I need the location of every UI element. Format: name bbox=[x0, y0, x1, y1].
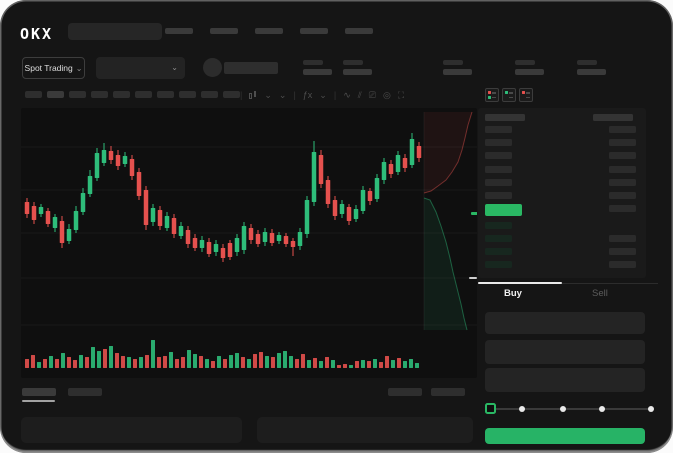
slider-step-dot[interactable] bbox=[519, 406, 525, 412]
timeframe-button-placeholder[interactable] bbox=[223, 91, 240, 98]
toolbar-divider: | bbox=[333, 90, 337, 100]
stat-value-placeholder bbox=[577, 69, 606, 75]
orderbook-header-amount bbox=[593, 114, 633, 121]
ask-amount-placeholder bbox=[609, 126, 636, 133]
pair-coin-icon bbox=[203, 58, 222, 77]
ask-price-placeholder bbox=[485, 139, 512, 146]
market-type-label: Spot Trading bbox=[24, 63, 73, 73]
orderbook-combined-icon[interactable] bbox=[485, 88, 499, 102]
slider-step-dot[interactable] bbox=[560, 406, 566, 412]
total-input[interactable] bbox=[485, 368, 645, 392]
price-input[interactable] bbox=[485, 312, 645, 334]
amount-input[interactable] bbox=[485, 340, 645, 364]
open-orders-panel-placeholder bbox=[21, 417, 242, 443]
nav-item-placeholder[interactable] bbox=[165, 28, 193, 34]
ruler-icon[interactable]: ⫽ bbox=[357, 90, 362, 100]
timeframe-button-placeholder[interactable] bbox=[47, 91, 64, 98]
orderbook-asks-icon[interactable] bbox=[519, 88, 533, 102]
orderbook-header-price bbox=[485, 114, 525, 121]
okx-logo: OKX bbox=[20, 25, 54, 43]
tab-buy[interactable]: Buy bbox=[504, 288, 522, 299]
ask-amount-placeholder bbox=[609, 179, 636, 186]
ask-price-placeholder bbox=[485, 166, 512, 173]
bid-amount-placeholder bbox=[609, 235, 636, 242]
bottom-tab-placeholder[interactable] bbox=[22, 388, 56, 396]
camera-icon[interactable]: ⎚ bbox=[368, 90, 376, 100]
stat-label-placeholder bbox=[303, 60, 323, 65]
bid-price-placeholder bbox=[485, 261, 512, 268]
stat-label-placeholder bbox=[443, 60, 463, 65]
order-history-panel-placeholder bbox=[257, 417, 473, 443]
bid-price-placeholder bbox=[485, 222, 512, 229]
pair-selector[interactable]: ⌄ bbox=[96, 57, 185, 79]
timeframe-button-placeholder[interactable] bbox=[113, 91, 130, 98]
ask-price-placeholder bbox=[485, 152, 512, 159]
last-price-badge[interactable] bbox=[485, 204, 522, 216]
settings-icon[interactable]: ◎ bbox=[382, 90, 391, 100]
stat-label-placeholder bbox=[515, 60, 535, 65]
stat-value-placeholder bbox=[303, 69, 332, 75]
ask-amount-placeholder bbox=[609, 192, 636, 199]
chevron-down-icon: ⌄ bbox=[75, 63, 83, 73]
amount-slider-track[interactable] bbox=[490, 408, 651, 410]
active-tab-indicator bbox=[478, 282, 562, 284]
toolbar-divider: | bbox=[240, 90, 243, 100]
nav-item-placeholder[interactable] bbox=[210, 28, 238, 34]
line-tool-icon[interactable]: ∿ bbox=[343, 90, 351, 100]
timeframe-button-placeholder[interactable] bbox=[201, 91, 218, 98]
trade-tabbar bbox=[478, 283, 658, 304]
indicator-icon[interactable]: ƒx bbox=[302, 90, 313, 100]
chevron-down-icon[interactable]: ⌄ bbox=[264, 90, 272, 100]
orderbook-bids-icon[interactable] bbox=[502, 88, 516, 102]
bottom-action-placeholder[interactable] bbox=[431, 388, 465, 396]
bottom-tab-placeholder[interactable] bbox=[68, 388, 102, 396]
toolbar-divider: | bbox=[293, 90, 296, 100]
timeframe-button-placeholder[interactable] bbox=[135, 91, 152, 98]
stat-label-placeholder bbox=[577, 60, 597, 65]
ask-amount-placeholder bbox=[609, 205, 636, 212]
market-type-dropdown[interactable]: Spot Trading ⌄ bbox=[22, 57, 85, 79]
fullscreen-icon[interactable]: ⛶ bbox=[397, 90, 405, 100]
bid-price-placeholder bbox=[485, 248, 512, 255]
buy-submit-button[interactable] bbox=[485, 428, 645, 444]
amount-slider-handle[interactable] bbox=[485, 403, 496, 414]
candlestick-chart[interactable] bbox=[21, 108, 477, 378]
ask-price-placeholder bbox=[485, 192, 512, 199]
search-input[interactable] bbox=[68, 23, 162, 40]
ask-amount-placeholder bbox=[609, 139, 636, 146]
chart-tools: | ⌄ ⌄ | ƒx ⌄ | ∿ ⫽ ⎚ ◎ ⛶ bbox=[240, 89, 404, 102]
slider-step-dot[interactable] bbox=[648, 406, 654, 412]
stat-value-placeholder bbox=[443, 69, 472, 75]
bottom-action-placeholder[interactable] bbox=[388, 388, 422, 396]
ask-price-placeholder bbox=[485, 179, 512, 186]
bid-amount-placeholder bbox=[609, 261, 636, 268]
timeframe-button-placeholder[interactable] bbox=[69, 91, 86, 98]
nav-item-placeholder[interactable] bbox=[345, 28, 373, 34]
ask-price-placeholder bbox=[485, 126, 512, 133]
chevron-down-icon[interactable]: ⌄ bbox=[319, 90, 327, 100]
nav-item-placeholder[interactable] bbox=[300, 28, 328, 34]
bid-price-placeholder bbox=[485, 235, 512, 242]
stat-label-placeholder bbox=[343, 60, 363, 65]
tab-sell[interactable]: Sell bbox=[592, 288, 608, 299]
ask-amount-placeholder bbox=[609, 166, 636, 173]
pair-name-placeholder bbox=[224, 62, 278, 74]
timeframe-button-placeholder[interactable] bbox=[157, 91, 174, 98]
ask-amount-placeholder bbox=[609, 152, 636, 159]
timeframe-button-placeholder[interactable] bbox=[25, 91, 42, 98]
chevron-down-icon[interactable]: ⌄ bbox=[278, 90, 287, 100]
bid-amount-placeholder bbox=[609, 248, 636, 255]
timeframe-button-placeholder[interactable] bbox=[91, 91, 108, 98]
bottom-active-tab-underline bbox=[22, 400, 55, 402]
stat-value-placeholder bbox=[515, 69, 544, 75]
chevron-down-icon: ⌄ bbox=[171, 63, 178, 72]
slider-step-dot[interactable] bbox=[599, 406, 605, 412]
nav-item-placeholder[interactable] bbox=[255, 28, 283, 34]
timeframe-button-placeholder[interactable] bbox=[179, 91, 196, 98]
stat-value-placeholder bbox=[343, 69, 372, 75]
candle-style-icon[interactable] bbox=[249, 91, 257, 100]
